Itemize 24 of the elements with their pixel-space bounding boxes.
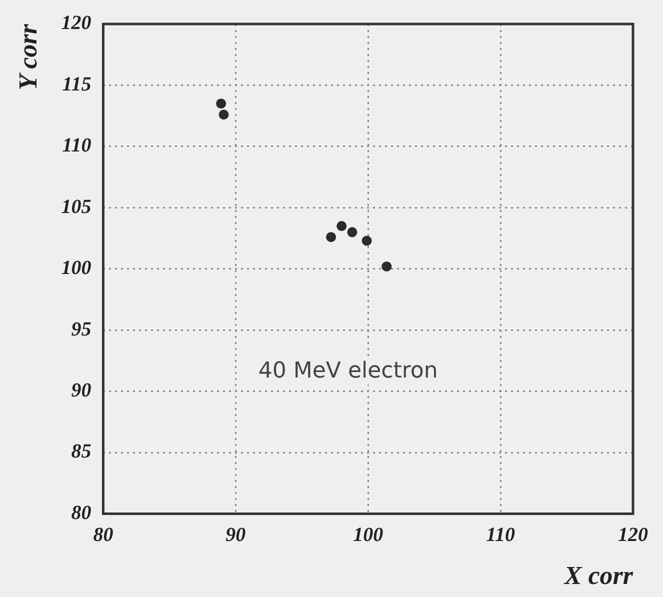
- y-tick-label: 105: [61, 196, 92, 218]
- point: [347, 227, 358, 238]
- x-tick-label: 90: [226, 524, 246, 546]
- x-tick-label: 100: [353, 524, 384, 546]
- point: [326, 232, 336, 242]
- y-tick-label: 95: [71, 318, 92, 340]
- y-tick-label: 80: [71, 502, 92, 524]
- y-tick-label: 110: [62, 134, 92, 157]
- point: [216, 98, 226, 109]
- point: [336, 221, 347, 232]
- y-tick-label: 115: [62, 73, 92, 96]
- x-tick-label: 80: [93, 524, 114, 546]
- x-axis-title: X corr: [563, 561, 634, 590]
- annotation: 40 MeV electron: [258, 358, 438, 384]
- y-axis-title: Y corr: [13, 23, 42, 90]
- x-tick-label: 120: [618, 524, 648, 546]
- y-tick-label: 100: [61, 257, 92, 280]
- point: [382, 261, 392, 272]
- point: [218, 110, 229, 120]
- y-tick-label: 120: [61, 12, 92, 34]
- y-tick-label: 85: [71, 440, 92, 463]
- y-tick-label: 90: [71, 380, 92, 402]
- point: [362, 236, 372, 246]
- x-tick-label: 110: [486, 524, 516, 546]
